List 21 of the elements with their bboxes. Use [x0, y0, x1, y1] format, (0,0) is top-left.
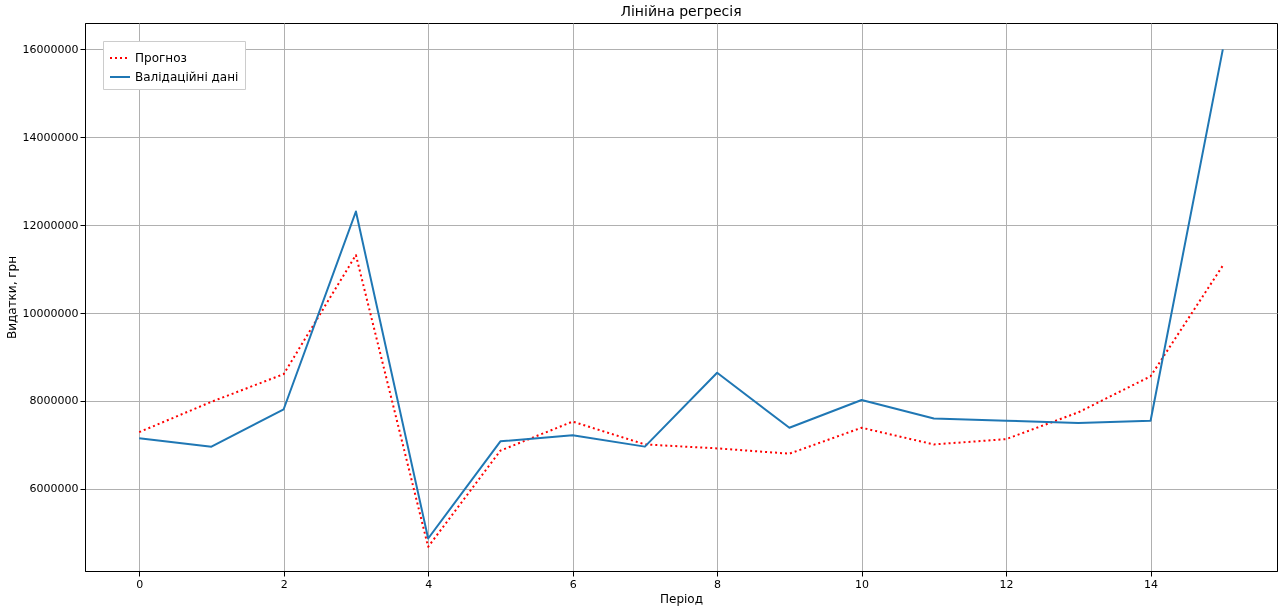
y-tick-label: 12000000: [22, 218, 79, 232]
x-axis-title: Період: [660, 591, 703, 606]
x-tick-label: 2: [280, 577, 288, 591]
x-tick-label: 12: [999, 577, 1014, 591]
x-tick-label: 14: [1144, 577, 1159, 591]
y-axis-title: Видатки, грн: [4, 255, 19, 340]
x-tick-label: 10: [855, 577, 870, 591]
line-series: [138, 48, 1224, 540]
y-tick-label: 14000000: [22, 130, 79, 144]
y-tick-label: 16000000: [22, 42, 79, 56]
x-tick-label: 4: [425, 577, 433, 591]
x-tick-label: 0: [136, 577, 144, 591]
chart-title: Лінійна регресія: [620, 3, 742, 19]
x-tick-label: 8: [714, 577, 722, 591]
line-series: [138, 254, 1224, 548]
y-tick-label: 8000000: [29, 394, 79, 408]
y-tick-label: 10000000: [22, 306, 79, 320]
legend-label: Прогноз: [135, 51, 187, 65]
x-tick-label: 6: [569, 577, 577, 591]
y-tick-label: 6000000: [29, 482, 79, 496]
legend-label: Валідаційні дані: [135, 70, 239, 84]
